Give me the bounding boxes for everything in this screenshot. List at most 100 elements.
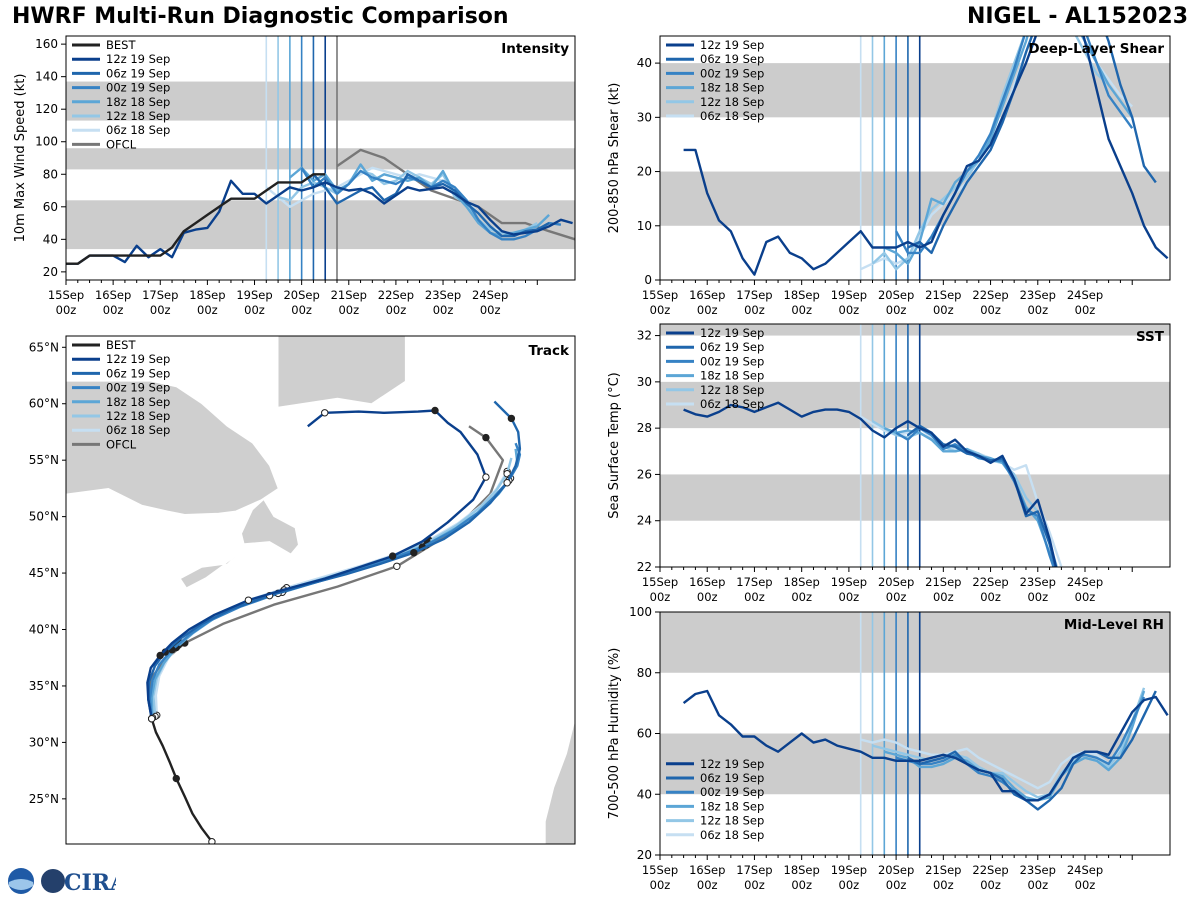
legend-label-06z-19-sep: 06z 19 Sep — [700, 52, 764, 66]
x-tick-label-date: 17Sep — [736, 575, 772, 589]
x-tick-label-date: 18Sep — [784, 575, 820, 589]
x-tick-label-date: 24Sep — [1067, 863, 1103, 877]
x-tick-label-date: 15Sep — [642, 575, 678, 589]
x-tick-label-date: 24Sep — [1067, 575, 1103, 589]
x-tick-label-hour: 00z — [839, 590, 860, 604]
x-tick-label-date: 21Sep — [925, 863, 961, 877]
x-tick-label-date: 16Sep — [689, 863, 725, 877]
x-tick-label-date: 24Sep — [1067, 288, 1103, 302]
x-tick-label-hour: 00z — [244, 303, 265, 317]
lat-tick-label: 40°N — [29, 623, 59, 637]
x-tick-label-hour: 00z — [697, 878, 718, 892]
y-tick-label: 20 — [637, 848, 652, 862]
threshold-band — [660, 381, 1170, 429]
legend-label-06z-18-sep: 06z 18 Sep — [700, 109, 764, 123]
threshold-band — [660, 474, 1170, 521]
y-tick-label: 24 — [637, 514, 652, 528]
y-tick-label: 10 — [637, 219, 652, 233]
y-axis-label: Sea Surface Temp (°C) — [607, 372, 622, 519]
y-tick-label: 28 — [637, 421, 652, 435]
panel-rh: 2040608010015Sep00z16Sep00z17Sep00z18Sep… — [607, 605, 1171, 892]
panel-title: SST — [1136, 329, 1165, 345]
plot-area-rh — [660, 612, 1170, 855]
x-tick-label-date: 21Sep — [331, 288, 367, 302]
x-tick-label-hour: 00z — [1027, 878, 1048, 892]
x-tick-label-hour: 00z — [1075, 590, 1096, 604]
x-tick-label-date: 16Sep — [95, 288, 131, 302]
threshold-band — [66, 148, 575, 170]
y-tick-label: 120 — [35, 102, 58, 116]
x-tick-label-date: 20Sep — [878, 863, 914, 877]
axes-frame-intensity — [65, 35, 576, 281]
track-point — [482, 433, 490, 442]
track-point — [208, 838, 216, 844]
track-point — [156, 651, 164, 660]
track-point — [431, 406, 439, 415]
x-tick-label-date: 22Sep — [972, 575, 1008, 589]
x-tick-label-hour: 00z — [1027, 590, 1048, 604]
legend-label-06z-18-sep: 06z 18 Sep — [106, 123, 170, 137]
x-tick-label-date: 19Sep — [831, 575, 867, 589]
x-tick-label-date: 22Sep — [972, 288, 1008, 302]
legend-label-00z-19-sep: 00z 19 Sep — [106, 81, 170, 95]
x-tick-label-hour: 00z — [886, 878, 907, 892]
y-tick-label: 22 — [637, 560, 652, 574]
y-tick-label: 40 — [43, 232, 58, 246]
figure-title-left: HWRF Multi-Run Diagnostic Comparison — [12, 4, 509, 29]
legend-label-12z-18-sep: 12z 18 Sep — [106, 409, 170, 423]
lat-tick-label: 25°N — [29, 792, 59, 806]
noaa-wave-icon — [9, 879, 33, 890]
cira-globe-icon — [41, 869, 65, 893]
x-tick-label-hour: 00z — [291, 303, 312, 317]
legend-label-best: BEST — [106, 338, 136, 352]
panel-title: Deep-Layer Shear — [1028, 41, 1164, 57]
x-tick-label-hour: 00z — [744, 303, 765, 317]
x-tick-label-hour: 00z — [980, 878, 1001, 892]
x-tick-label-hour: 00z — [744, 878, 765, 892]
x-tick-label-date: 20Sep — [283, 288, 319, 302]
x-tick-label-date: 17Sep — [736, 288, 772, 302]
y-tick-label: 26 — [637, 467, 652, 481]
x-tick-label-date: 15Sep — [642, 288, 678, 302]
y-tick-label: 60 — [637, 727, 652, 741]
track-point — [147, 714, 156, 723]
legend-label-18z-18-sep: 18z 18 Sep — [700, 799, 764, 813]
legend-label-18z-18-sep: 18z 18 Sep — [106, 395, 170, 409]
track-line-best — [150, 718, 213, 843]
track-point — [172, 774, 180, 783]
x-tick-label-hour: 00z — [1027, 303, 1048, 317]
panel-sst: 22242628303215Sep00z16Sep00z17Sep00z18Se… — [607, 323, 1171, 604]
legend-label-06z-18-sep: 06z 18 Sep — [700, 828, 764, 842]
plot-area-sst — [660, 324, 1170, 567]
legend-label-06z-19-sep: 06z 19 Sep — [700, 771, 764, 785]
track-point — [393, 562, 401, 570]
x-tick-label-hour: 00z — [197, 303, 218, 317]
y-tick-label: 100 — [629, 605, 652, 619]
x-tick-label-date: 15Sep — [642, 863, 678, 877]
track-line-ofcl — [147, 425, 505, 719]
legend-label-00z-19-sep: 00z 19 Sep — [700, 785, 764, 799]
legend-label-ofcl: OFCL — [106, 437, 137, 451]
track-point — [388, 552, 397, 560]
x-tick-label-hour: 00z — [1075, 878, 1096, 892]
x-tick-label-hour: 00z — [697, 590, 718, 604]
panel-title: Intensity — [501, 41, 569, 57]
axes-frame-sst — [659, 323, 1171, 568]
cira-logo-text: CIRA — [64, 870, 116, 896]
x-tick-label-date: 21Sep — [925, 575, 961, 589]
y-tick-label: 80 — [637, 666, 652, 680]
y-tick-label: 80 — [43, 167, 58, 181]
y-tick-label: 140 — [35, 70, 58, 84]
lat-tick-label: 30°N — [29, 735, 59, 749]
lat-tick-label: 50°N — [29, 510, 59, 524]
x-tick-label-hour: 00z — [839, 878, 860, 892]
threshold-band — [660, 324, 1170, 336]
x-tick-label-hour: 00z — [433, 303, 454, 317]
threshold-band — [66, 200, 575, 250]
x-tick-label-hour: 00z — [650, 590, 671, 604]
x-tick-label-date: 16Sep — [689, 575, 725, 589]
legend-label-00z-19-sep: 00z 19 Sep — [106, 381, 170, 395]
x-tick-label-date: 20Sep — [878, 575, 914, 589]
y-axis-label: 200-850 hPa Shear (kt) — [607, 83, 622, 234]
